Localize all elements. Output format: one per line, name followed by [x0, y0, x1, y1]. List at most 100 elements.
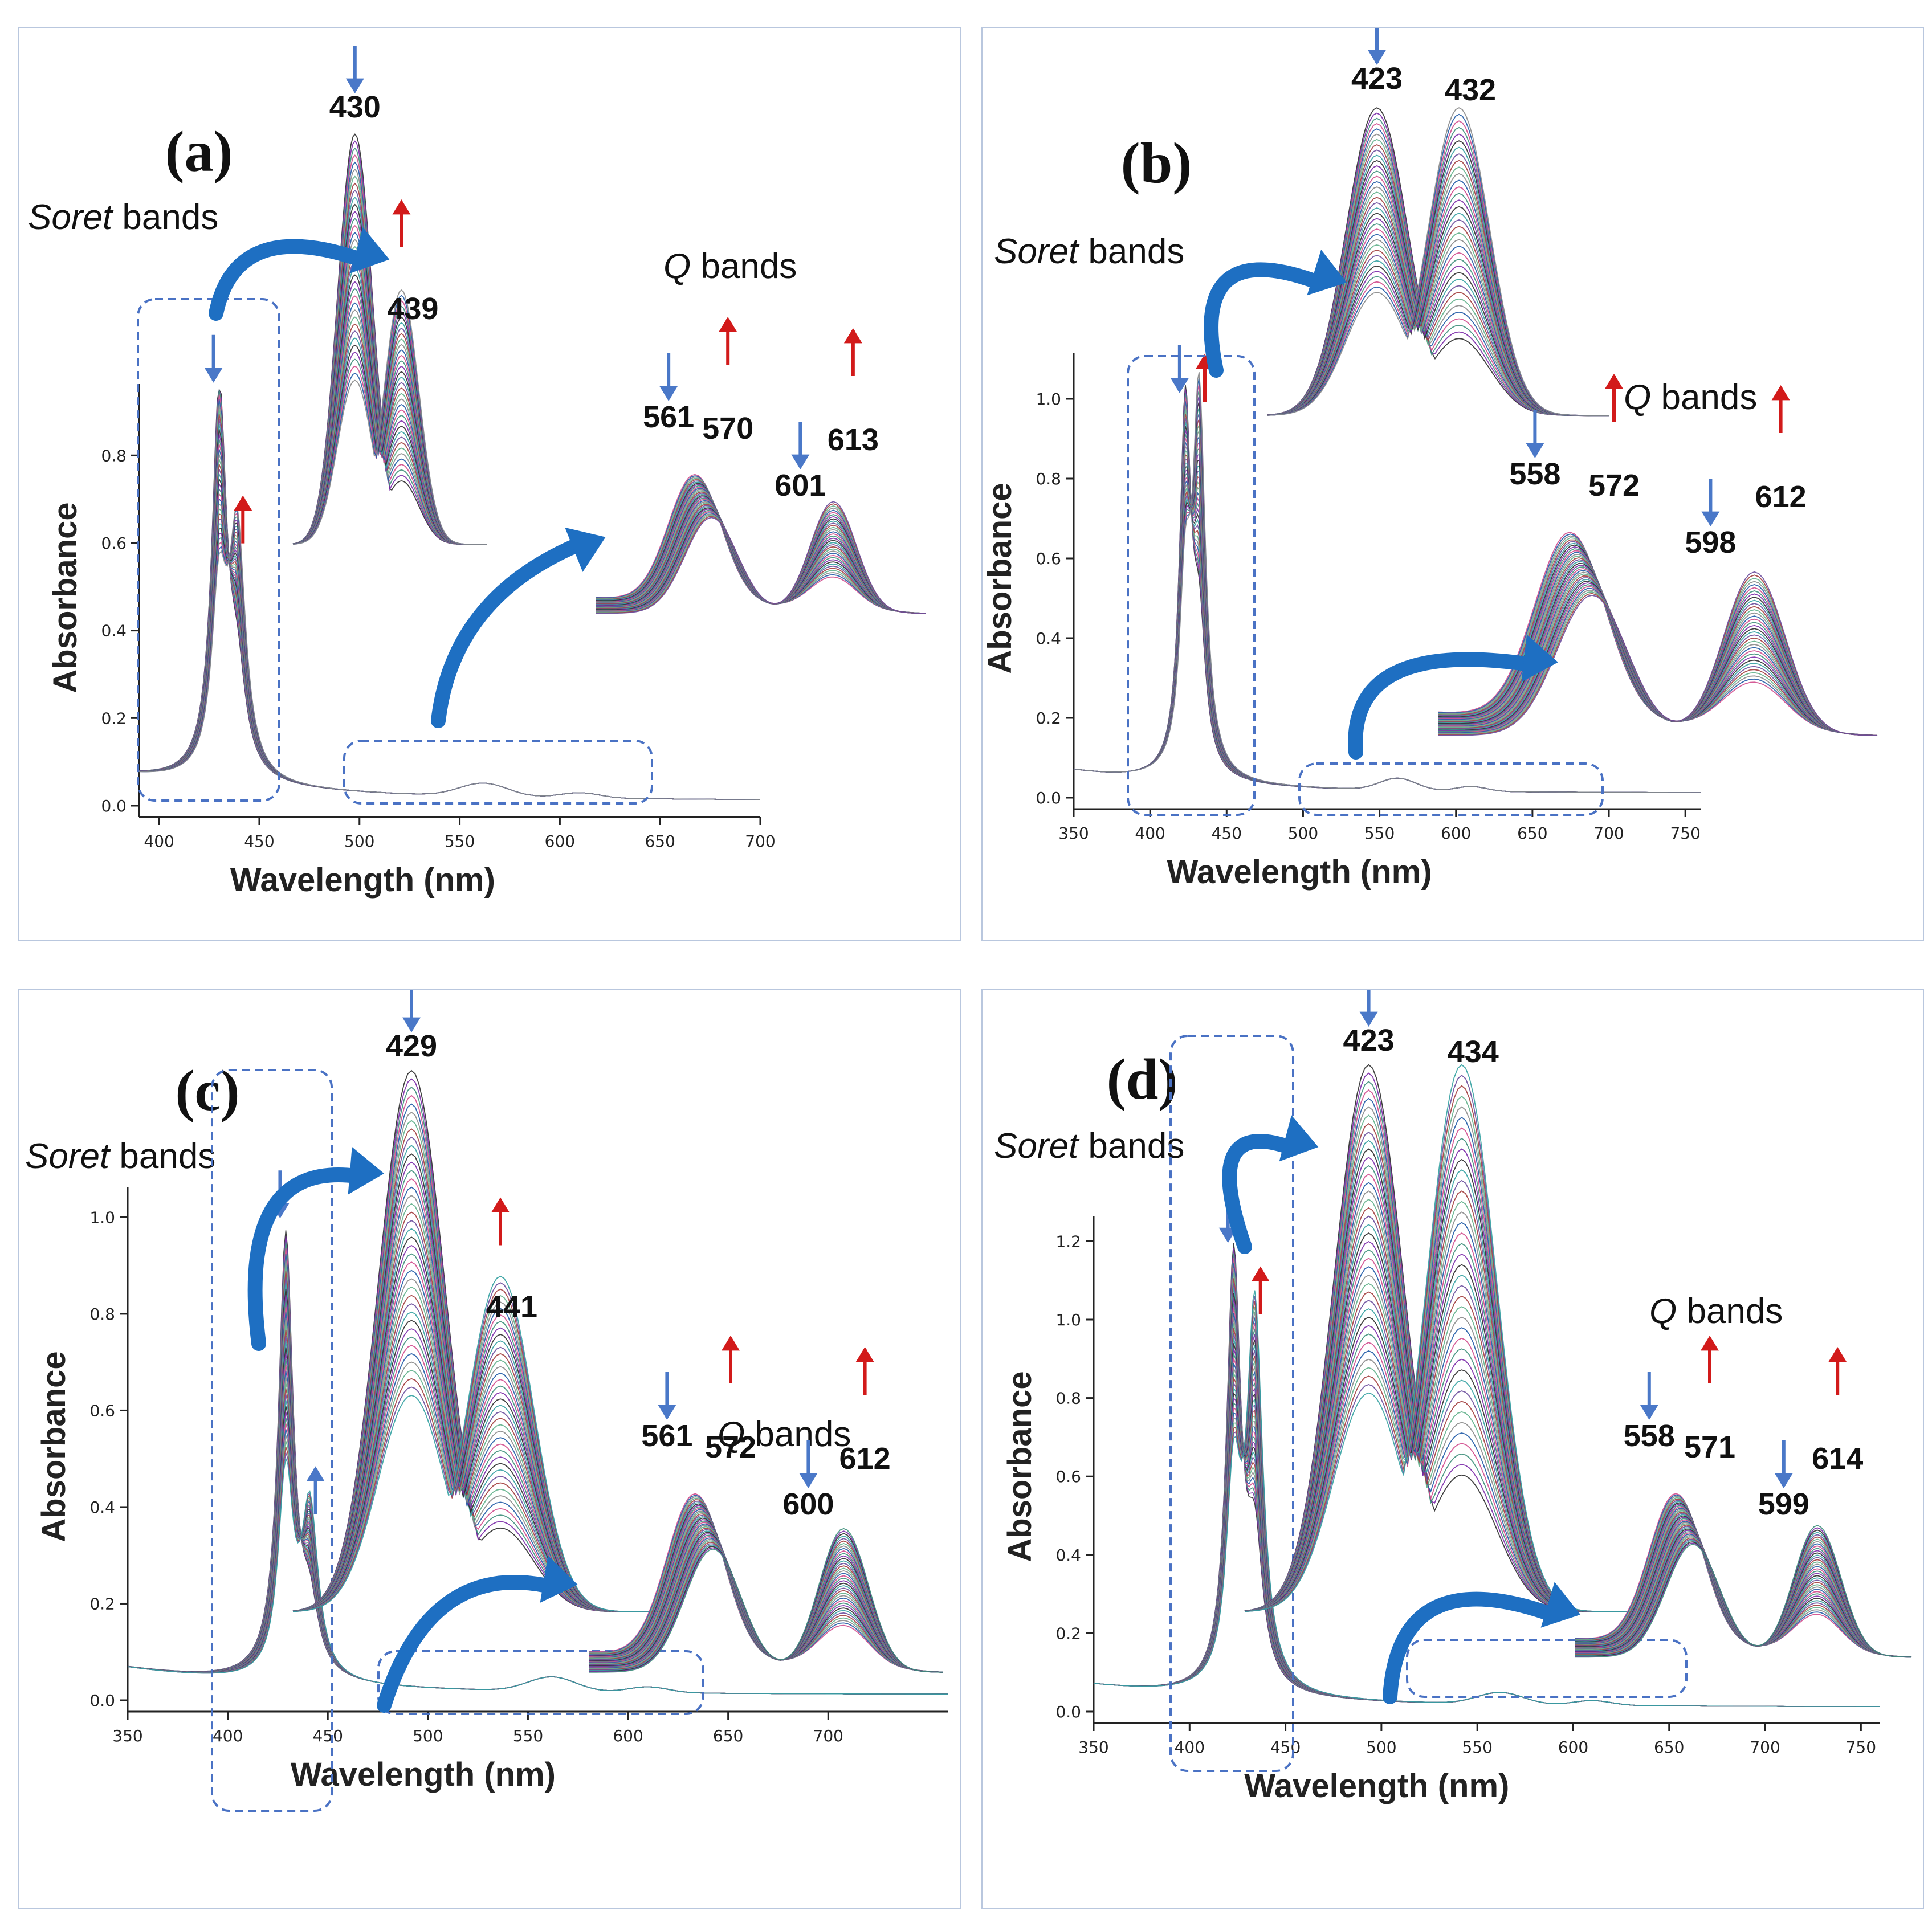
- q-peak-arrow-head: [658, 1405, 676, 1420]
- y-tick-label: 0.6: [1036, 549, 1061, 568]
- spectrum-line: [139, 444, 760, 800]
- y-tick-label: 0.2: [1036, 709, 1061, 728]
- main-soret-arrow-up-head: [1251, 1266, 1270, 1282]
- soret-bands-label: Soret bands: [994, 232, 1184, 271]
- q-peak-label: 612: [839, 1442, 891, 1476]
- y-tick-label: 0.6: [89, 1401, 115, 1420]
- y-tick-label: 0.0: [101, 797, 127, 815]
- spectrum-line: [138, 469, 760, 800]
- q-peak-arrow-head: [843, 328, 862, 344]
- q-italic: Q: [663, 247, 691, 286]
- x-tick-label: 700: [1593, 824, 1624, 843]
- q-curved-arrow-body: [1348, 652, 1537, 760]
- q-curved-arrow-head: [565, 527, 606, 572]
- soret-peak-arrow-head: [345, 78, 364, 93]
- soret-inset-line: [292, 289, 487, 545]
- main-spectra: [138, 388, 760, 800]
- y-tick-label: 0.0: [89, 1691, 115, 1710]
- y-tick-label: 0.4: [89, 1498, 115, 1517]
- spectrum-line: [139, 419, 760, 800]
- x-tick-label: 500: [413, 1726, 443, 1745]
- soret-peak-label: 430: [329, 90, 381, 124]
- x-tick-label: 700: [1750, 1738, 1780, 1757]
- soret-peak-arrow-head: [491, 1197, 510, 1212]
- soret-curved-arrow-head: [350, 227, 390, 273]
- q-peak-arrow-head: [722, 1336, 740, 1351]
- soret-curved-arrow-body: [1222, 1134, 1298, 1254]
- soret-word: bands: [112, 198, 218, 237]
- spectrum-line: [139, 439, 760, 800]
- soret-peak-label: 439: [387, 292, 438, 326]
- q-peak-arrow-head: [799, 1473, 818, 1488]
- panel-b: (b) Soret bands Q bands 350 400 450 500 550 600 6…: [981, 27, 1924, 941]
- x-tick-label: 350: [112, 1726, 142, 1745]
- main-soret-arrow-down-head: [204, 368, 223, 383]
- soret-italic: Soret: [994, 232, 1080, 271]
- q-zoom-box: [1406, 1639, 1688, 1698]
- soret-peak-label: 434: [1448, 1035, 1499, 1069]
- soret-curved-arrow-head: [1279, 1115, 1319, 1162]
- y-axis-title: Absorbance: [35, 1351, 72, 1542]
- spectrum-line: [1073, 407, 1701, 793]
- soret-italic: Soret: [25, 1137, 111, 1176]
- soret-curved-arrow-body: [1204, 262, 1326, 378]
- q-peak-arrow-head: [659, 386, 678, 401]
- x-tick-label: 450: [312, 1726, 343, 1745]
- q-peak-arrow-head: [791, 454, 810, 469]
- spectrum-line: [139, 473, 760, 800]
- x-tick-label: 650: [713, 1726, 743, 1745]
- main-soret-arrow-up-head: [234, 495, 252, 511]
- x-tick-label: 550: [1462, 1738, 1492, 1757]
- q-curved-arrow-body: [1383, 1591, 1560, 1704]
- x-tick-label: 400: [144, 832, 174, 851]
- x-tick-label: 450: [1212, 824, 1242, 843]
- soret-peak-label: 429: [386, 1029, 437, 1063]
- q-word: bands: [1677, 1292, 1783, 1331]
- q-zoom-box: [1298, 762, 1604, 816]
- x-tick-label: 600: [545, 832, 575, 851]
- x-tick-label: 400: [213, 1726, 243, 1745]
- q-peak-arrow-head: [1701, 511, 1720, 526]
- y-tick-label: 1.0: [89, 1208, 115, 1227]
- soret-italic: Soret: [28, 198, 114, 237]
- q-peak-label: 614: [1812, 1442, 1863, 1476]
- q-inset-line: [589, 1528, 943, 1673]
- soret-inset-spectra: [292, 133, 487, 545]
- y-axis-title: Absorbance: [47, 502, 84, 693]
- x-axis-title: Wavelength (nm): [1167, 854, 1432, 891]
- soret-peak-arrow-head: [1359, 1011, 1378, 1027]
- q-bands-label: Q bands: [663, 247, 797, 286]
- main-soret-arrow-up-head: [306, 1466, 325, 1481]
- soret-curved-arrow-body: [247, 1167, 363, 1351]
- q-word: bands: [745, 1415, 851, 1454]
- spectrum-line: [1093, 1290, 1880, 1707]
- soret-inset-spectra: [1267, 107, 1609, 417]
- y-tick-label: 0.8: [89, 1305, 115, 1324]
- x-tick-label: 600: [1441, 824, 1471, 843]
- spectrum-line: [1093, 1359, 1880, 1707]
- x-tick-label: 650: [1517, 824, 1547, 843]
- soret-bands-label: Soret bands: [994, 1126, 1184, 1166]
- q-inset-line: [1438, 571, 1878, 736]
- spectrum-line: [139, 388, 760, 800]
- q-peak-arrow-head: [1701, 1336, 1719, 1351]
- x-tick-label: 550: [1364, 824, 1395, 843]
- y-tick-label: 0.2: [101, 709, 127, 728]
- spectrum-line: [139, 454, 760, 800]
- main-soret-arrow-down-head: [1170, 378, 1189, 393]
- y-tick-label: 0.0: [1055, 1703, 1081, 1721]
- spectrum-line: [139, 399, 760, 800]
- x-axis-title: Wavelength (nm): [291, 1756, 556, 1793]
- spectrum-line: [1073, 460, 1701, 793]
- y-axis-title: Absorbance: [1001, 1371, 1038, 1562]
- soret-word: bands: [109, 1137, 215, 1176]
- spectrum-line: [1093, 1353, 1880, 1707]
- x-tick-label: 650: [1654, 1738, 1684, 1757]
- spectrum-line: [1073, 458, 1701, 793]
- q-italic: Q: [1624, 378, 1651, 417]
- y-tick-label: 0.2: [1055, 1624, 1081, 1643]
- soret-inset-line: [292, 1275, 663, 1612]
- q-zoom-box: [343, 740, 653, 805]
- q-peak-label: 561: [641, 1419, 692, 1453]
